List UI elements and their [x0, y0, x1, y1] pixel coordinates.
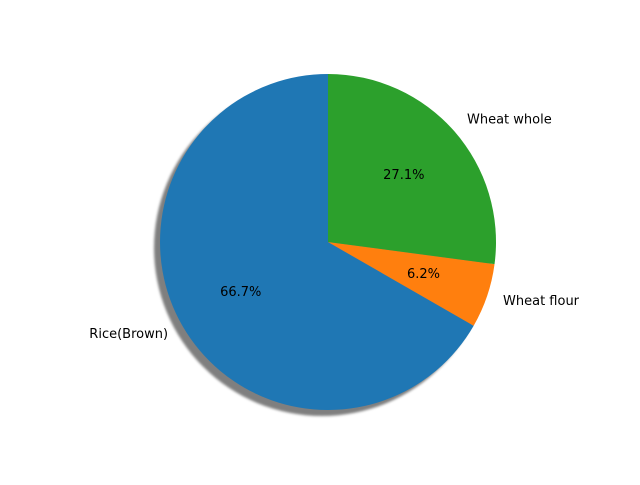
slice-label-wheat-flour: Wheat flour [503, 294, 580, 309]
slice-percent-rice-brown: 66.7% [220, 285, 261, 300]
slice-percent-wheat-whole: 27.1% [383, 168, 424, 183]
slice-percent-wheat-flour: 6.2% [407, 267, 440, 282]
slice-label-rice-brown: Rice(Brown) [89, 327, 168, 342]
pie-slice-wheat-flour [328, 242, 495, 326]
pie-slice-rice-brown [160, 74, 474, 410]
pie-slices [160, 74, 496, 410]
pie-slice-wheat-whole [328, 74, 496, 265]
pie-labels: Rice(Brown) 66.7% Wheat flour 6.2% Wheat who… [89, 113, 579, 342]
slice-label-wheat-whole: Wheat whole [467, 113, 552, 128]
